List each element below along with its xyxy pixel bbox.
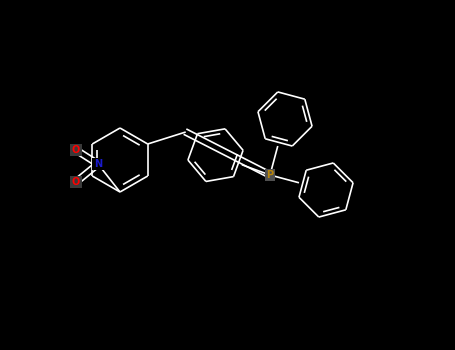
Text: O: O	[72, 177, 80, 187]
Text: O: O	[72, 145, 80, 155]
Text: N: N	[94, 159, 102, 169]
Text: P: P	[267, 170, 273, 180]
